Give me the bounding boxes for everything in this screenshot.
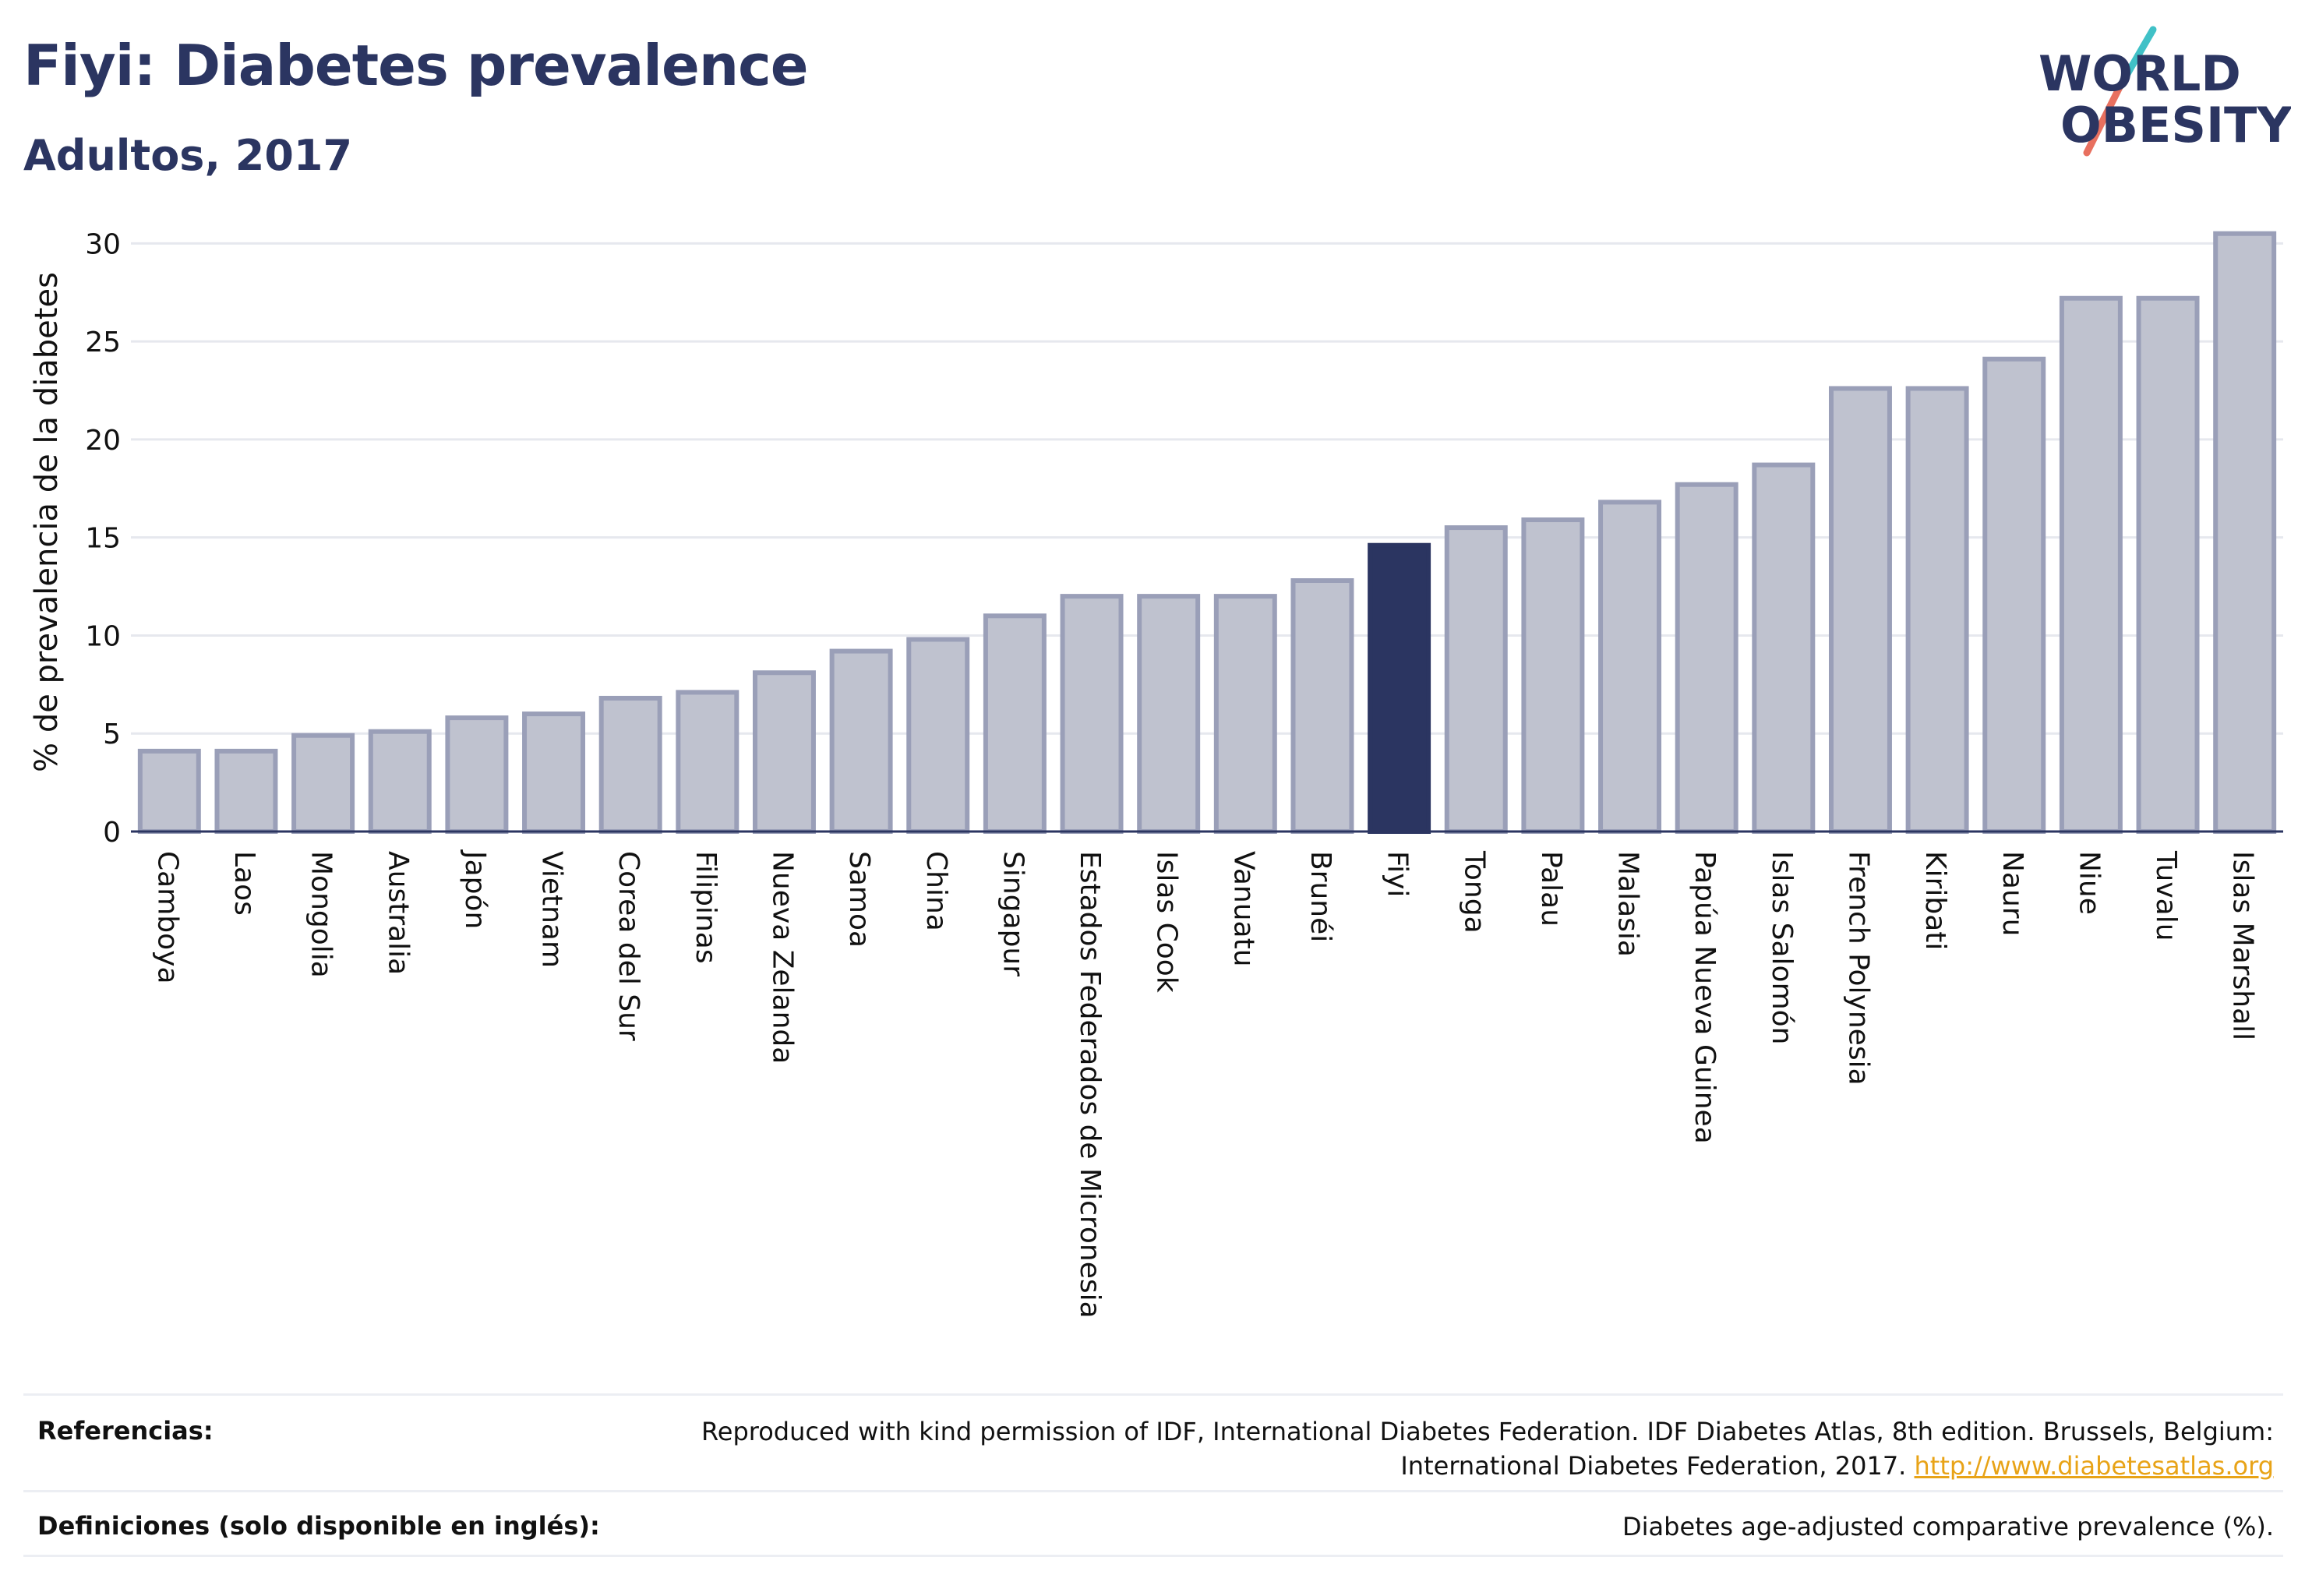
references-line2-wrap: International Diabetes Federation, 2017.…: [701, 1449, 2274, 1483]
bar-highlighted: [1368, 542, 1431, 834]
bar: [752, 670, 816, 834]
bar: [1213, 594, 1277, 834]
x-tick-label: Islas Salomón: [1766, 851, 1798, 1044]
references-label: Referencias:: [37, 1416, 214, 1446]
x-tick-label: Islas Marshall: [2227, 851, 2259, 1040]
y-tick-label: 0: [103, 817, 121, 849]
bar: [2213, 231, 2277, 834]
bar: [2136, 295, 2200, 834]
bar: [983, 613, 1047, 834]
y-tick-labels: 0 5 10 15 20 25 30: [85, 228, 121, 849]
x-tick-label: Tonga: [1458, 850, 1490, 934]
bar: [1905, 386, 1969, 834]
bar: [2059, 295, 2123, 834]
bar: [598, 695, 662, 834]
y-tick-label: 10: [85, 620, 121, 652]
references-link[interactable]: http://www.diabetesatlas.org: [1914, 1451, 2274, 1481]
x-tick-label: Filipinas: [690, 851, 722, 964]
bar: [1828, 386, 1892, 834]
bar: [1444, 525, 1508, 834]
bar: [1598, 500, 1662, 834]
y-tick-label: 30: [85, 228, 121, 260]
world-obesity-logo: WORLD OBESITY: [2038, 26, 2291, 157]
logo-slash-teal: [2116, 26, 2157, 91]
bar: [368, 729, 432, 834]
bar: [214, 748, 278, 834]
x-tick-label: Islas Cook: [1151, 851, 1183, 993]
x-tick-label: Brunéi: [1304, 851, 1336, 942]
definitions-text: Diabetes age-adjusted comparative preval…: [1622, 1512, 2274, 1541]
x-tick-label: Australia: [382, 851, 414, 975]
references-line1: Reproduced with kind permission of IDF, …: [701, 1417, 2274, 1446]
x-tick-label: Samoa: [843, 851, 875, 948]
x-tick-label: Laos: [228, 851, 260, 916]
definitions-label: Definiciones (solo disponible en inglés)…: [37, 1511, 600, 1541]
bar: [1060, 594, 1124, 834]
x-tick-label: Vanuatu: [1227, 851, 1259, 967]
bar: [829, 648, 893, 834]
y-tick-label: 5: [103, 719, 121, 750]
logo-line2: OBESITY: [2060, 97, 2291, 154]
bar: [1137, 594, 1201, 834]
x-tick-label: Japón: [459, 849, 491, 929]
x-tick-labels: Camboya Laos Mongolia Australia Japón Vietnam…: [151, 849, 2258, 1319]
x-tick-label: Niue: [2073, 851, 2105, 915]
chart-subtitle: Adultos, 2017: [23, 131, 353, 180]
bar: [676, 690, 740, 834]
x-tick-label: Palau: [1535, 851, 1567, 927]
chart-title: Fiyi: Diabetes prevalence: [23, 33, 809, 98]
x-tick-label: Corea del Sur: [612, 851, 644, 1041]
definitions-row: Definiciones (solo disponible en inglés)…: [23, 1490, 2283, 1557]
x-tick-label: Tuvalu: [2150, 850, 2182, 941]
x-tick-label: Singapur: [997, 851, 1029, 976]
bar: [137, 748, 201, 834]
y-tick-label: 25: [85, 327, 121, 358]
x-tick-label: Malasia: [1612, 851, 1644, 957]
references-text: Reproduced with kind permission of IDF, …: [701, 1414, 2274, 1483]
x-tick-label: Vietnam: [536, 851, 568, 968]
x-tick-label: Camboya: [151, 851, 183, 984]
x-tick-label: Kiribati: [1919, 851, 1951, 950]
references-line2: International Diabetes Federation, 2017.: [1400, 1451, 1907, 1481]
x-tick-label: Papúa Nueva Guinea: [1689, 851, 1721, 1144]
bar: [906, 637, 970, 834]
x-tick-label: China: [920, 851, 952, 931]
logo-slash-red: [2083, 83, 2123, 157]
bar: [1290, 578, 1354, 834]
bar: [1752, 462, 1816, 834]
bar: [291, 733, 355, 834]
y-tick-label: 15: [85, 523, 121, 555]
bar: [445, 715, 509, 834]
bar: [1521, 517, 1585, 834]
logo-line1: WORLD: [2038, 45, 2241, 102]
x-tick-label: French Polynesia: [1842, 851, 1874, 1086]
bar: [522, 711, 586, 834]
y-tick-label: 20: [85, 425, 121, 457]
x-tick-label: Estados Federados de Micronesia: [1074, 851, 1106, 1319]
bar: [1675, 482, 1738, 834]
x-tick-label: Nueva Zelanda: [766, 851, 798, 1064]
bar: [1982, 356, 2046, 834]
references-row: Referencias: Reproduced with kind permis…: [23, 1393, 2283, 1489]
y-axis-label: % de prevalencia de la diabetes: [29, 272, 65, 772]
x-tick-label: Nauru: [1996, 851, 2028, 936]
bar-chart: 0 5 10 15 20 25 30 Camboya Laos Mongolia Australi…: [29, 228, 2283, 1319]
bars: [137, 231, 2277, 834]
x-tick-label: Mongolia: [305, 851, 337, 978]
x-tick-label: Fiyi: [1382, 851, 1414, 897]
